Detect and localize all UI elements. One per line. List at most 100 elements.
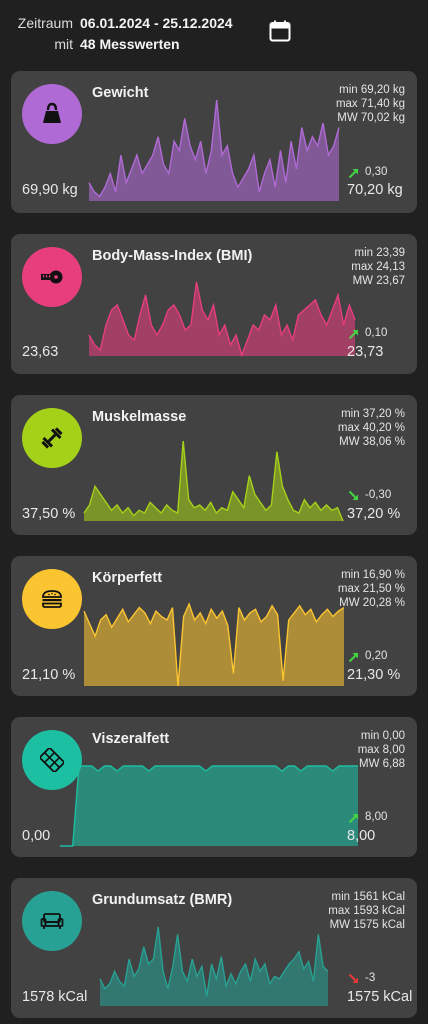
metric-change: 0,30 [365,166,388,178]
series-area [89,282,355,356]
series-line [88,99,340,198]
metric-area-chart [59,765,359,847]
metric-average: MW 20,28 % [339,597,405,609]
metric-avatar [22,730,82,790]
series-line [99,926,329,997]
series-area [89,100,339,201]
metric-last-value: 70,20 kg [347,182,403,198]
metric-average: MW 1575 kCal [329,919,405,931]
metric-trend: 0,30 [348,166,416,180]
series-area [84,604,344,686]
metric-card[interactable]: Muskelmasse min 37,20 % max 40,20 % MW 38,0… [11,395,417,535]
metric-last-value: 37,20 % [347,506,401,522]
metric-change: -3 [365,972,376,984]
metric-average: MW 23,67 [352,275,405,287]
metric-max: max 24,13 [351,261,405,273]
metric-title: Viszeralfett [92,731,170,747]
period-header: Zeitraum 06.01.2024 - 25.12.2024 mit 48 … [0,0,428,62]
metric-average: MW 6,88 [358,758,405,770]
series-line [88,281,356,358]
metric-card[interactable]: Gewicht min 69,20 kg max 71,40 kg MW 70,02 … [11,71,417,213]
metric-card[interactable]: Grundumsatz (BMR) min 1561 kCal max 1593 k… [11,878,417,1018]
series-area [60,766,358,846]
metric-average: MW 70,02 kg [337,112,405,124]
metric-min: min 1561 kCal [331,891,405,903]
metric-avatar [22,569,82,629]
metric-last-value: 8,00 [347,828,376,844]
metric-title: Körperfett [92,570,163,586]
sofa-icon [40,913,64,929]
arrow-down-right-icon [348,490,359,501]
metric-change: 8,00 [365,811,388,823]
metric-first-value: 1578 kCal [22,989,88,1005]
metric-stats: min 69,20 kg max 71,40 kg MW 70,02 kg [336,83,405,125]
metric-first-value: 21,10 % [22,667,76,683]
metric-max: max 71,40 kg [335,98,405,110]
series-line [60,765,358,847]
metric-area-chart [99,926,329,1006]
metric-max: max 1593 kCal [328,905,405,917]
metric-last-value: 1575 kCal [347,989,413,1005]
metric-avatar [22,891,82,951]
metric-trend: -3 [348,972,416,986]
metric-first-value: 37,50 % [22,506,76,522]
metric-min: min 16,90 % [341,569,405,581]
kettlebell-icon [43,102,61,123]
metric-title: Gewicht [92,85,149,101]
metric-min: min 23,39 [354,247,405,259]
metric-trend: -0,30 [348,489,416,503]
period-label: Zeitraum [17,15,73,31]
metric-area-chart [83,602,345,687]
metric-min: min 69,20 kg [339,84,405,96]
count-label: mit [54,36,73,52]
metric-trend: 8,00 [348,811,416,825]
metric-stats: min 0,00 max 8,00 MW 6,88 [358,729,405,771]
metric-title: Grundumsatz (BMR) [92,892,233,908]
arrow-up-right-icon [348,329,359,340]
series-line [83,602,345,687]
metric-last-value: 23,73 [347,344,384,360]
metric-avatar [22,84,82,144]
period-value: 06.01.2024 - 25.12.2024 [80,15,233,31]
metric-min: min 37,20 % [341,408,405,420]
metric-last-value: 21,30 % [347,667,401,683]
metric-stats: min 1561 kCal max 1593 kCal MW 1575 kCal [328,890,405,932]
series-area [100,927,328,1006]
chocolate-bar-icon [40,748,64,772]
metric-title: Body-Mass-Index (BMI) [92,248,253,264]
metric-max: max 40,20 % [337,422,405,434]
metric-first-value: 69,90 kg [22,182,78,198]
arrow-up-right-icon [348,813,359,824]
metric-trend: 0,10 [348,327,416,341]
metric-avatar [22,247,82,307]
series-line [83,440,344,522]
metric-area-chart [88,99,340,201]
tape-measure-icon [41,270,63,284]
metric-stats: min 23,39 max 24,13 MW 23,67 [351,246,405,288]
arrow-down-right-icon [348,973,359,984]
metric-area-chart [88,281,356,358]
metric-avatar [22,408,82,468]
arrow-up-right-icon [348,168,359,179]
metric-change: 0,10 [365,327,388,339]
metric-min: min 0,00 [360,730,405,742]
metric-change: -0,30 [365,489,392,501]
metric-trend: 0,20 [348,650,416,664]
metric-max: max 8,00 [357,744,405,756]
metric-first-value: 23,63 [22,344,59,360]
metric-stats: min 37,20 % max 40,20 % MW 38,06 % [338,407,405,449]
metric-card[interactable]: Körperfett min 16,90 % max 21,50 % MW 20,28… [11,556,417,696]
hamburger-icon [42,590,62,608]
metric-card[interactable]: Body-Mass-Index (BMI) min 23,39 max 24,13 M… [11,234,417,374]
metric-card[interactable]: Viszeralfett min 0,00 max 8,00 MW 6,88 0,00 8… [11,717,417,857]
metric-first-value: 0,00 [22,828,51,844]
count-value: 48 Messwerten [80,36,180,52]
metric-average: MW 38,06 % [339,436,405,448]
metric-max: max 21,50 % [337,583,405,595]
metric-title: Muskelmasse [92,409,187,425]
arrow-up-right-icon [348,652,359,663]
metric-area-chart [83,440,344,522]
calendar-icon[interactable] [268,19,292,43]
metric-change: 0,20 [365,650,388,662]
dumbbell-icon [41,427,63,449]
